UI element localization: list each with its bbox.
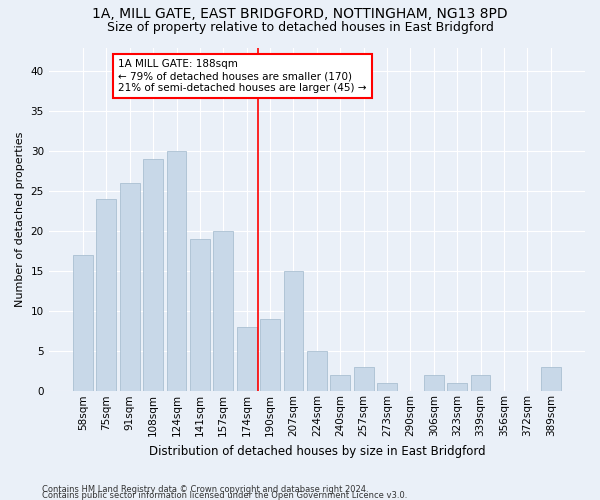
Bar [260,320,280,392]
Bar [143,160,163,392]
Text: Size of property relative to detached houses in East Bridgford: Size of property relative to detached ho… [107,21,493,34]
Bar [167,152,187,392]
Bar [330,376,350,392]
X-axis label: Distribution of detached houses by size in East Bridgford: Distribution of detached houses by size … [149,444,485,458]
Text: 1A, MILL GATE, EAST BRIDGFORD, NOTTINGHAM, NG13 8PD: 1A, MILL GATE, EAST BRIDGFORD, NOTTINGHA… [92,8,508,22]
Bar [97,200,116,392]
Text: 1A MILL GATE: 188sqm
← 79% of detached houses are smaller (170)
21% of semi-deta: 1A MILL GATE: 188sqm ← 79% of detached h… [118,60,367,92]
Bar [214,232,233,392]
Bar [120,184,140,392]
Bar [190,240,210,392]
Y-axis label: Number of detached properties: Number of detached properties [15,132,25,307]
Bar [73,256,93,392]
Bar [541,368,560,392]
Text: Contains public sector information licensed under the Open Government Licence v3: Contains public sector information licen… [42,490,407,500]
Bar [424,376,443,392]
Bar [470,376,490,392]
Bar [447,384,467,392]
Bar [353,368,374,392]
Bar [307,352,327,392]
Bar [377,384,397,392]
Bar [284,272,304,392]
Text: Contains HM Land Registry data © Crown copyright and database right 2024.: Contains HM Land Registry data © Crown c… [42,484,368,494]
Bar [237,328,257,392]
